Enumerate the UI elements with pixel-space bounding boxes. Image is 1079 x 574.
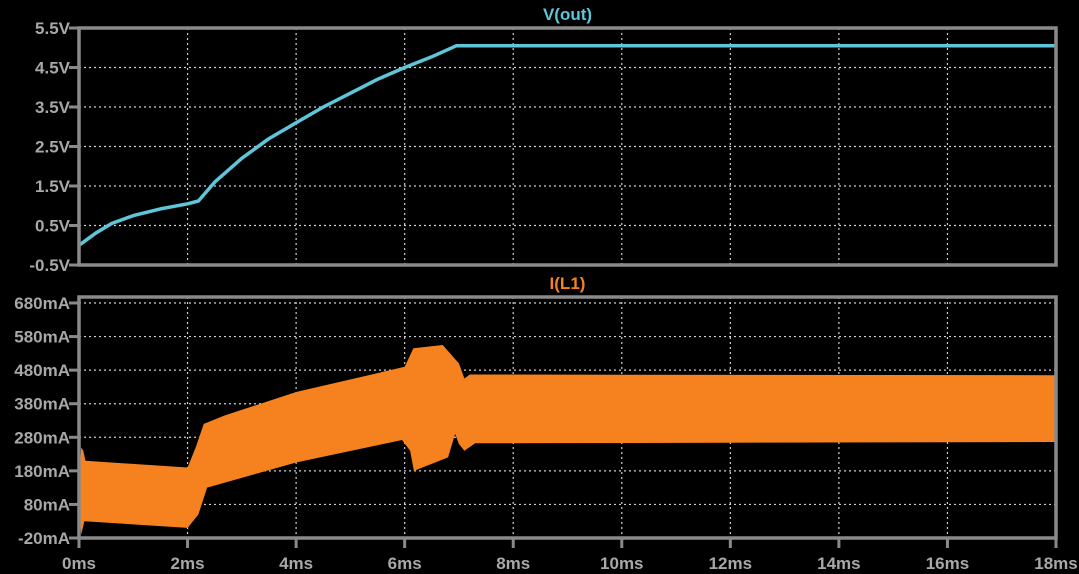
y-tick-label: 3.5V <box>35 98 71 117</box>
plot-vout[interactable]: V(out) 5.5V 4.5V 3.5V 2.5V 1.5V 0.5V -0.5V <box>29 5 1058 275</box>
x-tick-label: 0ms <box>62 554 96 573</box>
x-tick-label: 14ms <box>817 554 860 573</box>
x-axis: 0ms 2ms 4ms 6ms 8ms 10ms 12ms 14ms 16ms 18ms <box>62 538 1078 573</box>
x-tick-label: 8ms <box>496 554 530 573</box>
x-tick-label: 2ms <box>171 554 205 573</box>
series-line-vout <box>77 44 1056 247</box>
x-tick-label: 4ms <box>279 554 313 573</box>
plot-frame <box>77 295 1058 540</box>
y-tick-label: 80mA <box>24 495 70 514</box>
plot-title: V(out) <box>543 5 592 24</box>
y-tick-label: 480mA <box>14 361 70 380</box>
y-tick-label: 2.5V <box>35 138 71 157</box>
x-tick-label: 16ms <box>926 554 969 573</box>
y-tick-label: 580mA <box>14 328 70 347</box>
plot-title: I(L1) <box>550 274 586 293</box>
y-tick-label: 380mA <box>14 395 70 414</box>
x-tick-label: 12ms <box>709 554 752 573</box>
x-tick-label: 10ms <box>600 554 643 573</box>
y-tick-label: 4.5V <box>35 59 71 78</box>
y-tick-label: 680mA <box>14 294 70 313</box>
y-tick-label: 1.5V <box>35 177 71 196</box>
series-band-il1 <box>79 345 1056 535</box>
plot-frame <box>77 26 1058 267</box>
y-tick-label: 180mA <box>14 462 70 481</box>
y-tick-label: 280mA <box>14 428 70 447</box>
y-tick-label: 0.5V <box>35 217 71 236</box>
x-tick-label: 6ms <box>388 554 422 573</box>
plot-il1[interactable]: I(L1) 680mA 580mA 480mA 380mA 280mA 180mA 80mA -… <box>14 274 1058 548</box>
x-tick-label: 18ms <box>1034 554 1077 573</box>
y-tick-label: 5.5V <box>35 19 71 38</box>
y-tick-label: -20mA <box>18 529 70 548</box>
y-tick-label: -0.5V <box>29 256 70 275</box>
